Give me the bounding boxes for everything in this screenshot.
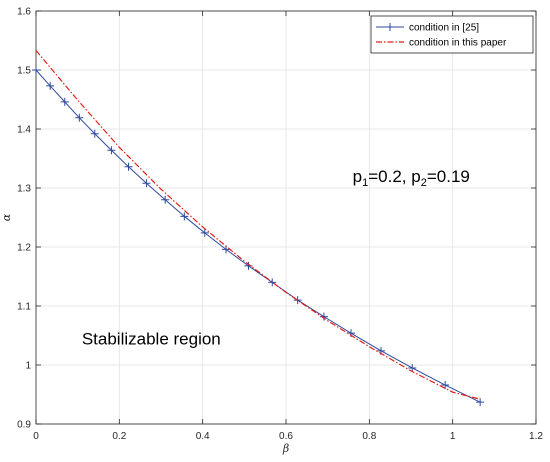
y-tick-label-1: 1	[25, 361, 31, 372]
params-p1-symbol: p	[353, 167, 362, 186]
params-p2-symbol: p	[411, 167, 420, 186]
region-annotation: Stabilizable region	[82, 329, 221, 348]
series-0-point-18	[408, 363, 417, 372]
y-tick-label-7: 1.6	[17, 7, 31, 18]
series-0-point-6	[124, 162, 133, 171]
series-0-point-5	[107, 146, 116, 155]
x-tick-label-2: 0.4	[196, 431, 210, 442]
series-layer	[32, 50, 485, 407]
grid	[35, 10, 537, 425]
y-tick-label-4: 1.3	[17, 184, 31, 195]
series-0-point-7	[142, 179, 151, 188]
series-0-point-13	[268, 278, 277, 287]
y-tick-label-0: 0.9	[17, 420, 31, 431]
series-line-1	[35, 50, 481, 400]
axes: 0 0.2 0.4 0.6 0.8 1 1.2 0.9 1 1.1 1.2 1.3 1.4 1.5 1.6	[17, 7, 543, 443]
legend-entry-1: condition in this paper	[376, 38, 507, 49]
series-0-point-3	[75, 113, 84, 122]
params-p1-subscript: 1	[362, 177, 368, 189]
params-annotation: p1=0.2, p2=0.19	[353, 167, 470, 189]
series-0-point-8	[161, 195, 170, 204]
series-0-point-1	[46, 81, 55, 90]
params-p2-subscript: 2	[421, 177, 427, 189]
legend-label-1: condition in this paper	[409, 38, 507, 49]
legend-label-0: condition in [25]	[409, 23, 479, 34]
params-p1-value: =0.2,	[368, 167, 411, 186]
series-0-point-12	[244, 261, 253, 270]
y-tick-label-6: 1.5	[17, 66, 31, 77]
params-p2-value: =0.19	[427, 167, 470, 186]
y-tick-label-3: 1.2	[17, 243, 31, 254]
legend-marker-0	[386, 23, 394, 31]
series-0-point-10	[200, 228, 209, 237]
series-0-point-9	[180, 212, 189, 221]
x-tick-label-5: 1	[450, 431, 456, 442]
legend-entry-0: condition in [25]	[376, 23, 479, 34]
x-tick-label-4: 0.8	[362, 431, 376, 442]
x-tick-label-0: 0	[33, 431, 39, 442]
y-tick-label-5: 1.4	[17, 125, 31, 136]
x-tick-label-3: 0.6	[279, 431, 293, 442]
y-tick-label-2: 1.1	[17, 302, 31, 313]
x-tick-label-1: 0.2	[112, 431, 126, 442]
y-axis-label: α	[0, 213, 13, 221]
series-0-point-20	[476, 398, 485, 407]
x-tick-label-6: 1.2	[529, 431, 543, 442]
x-axis-label: β	[282, 442, 289, 455]
params-annotation-text: p1=0.2, p2=0.19	[353, 167, 470, 189]
series-0-point-4	[90, 129, 99, 138]
series-0-point-0	[32, 66, 40, 74]
series-0-point-2	[60, 97, 69, 106]
legend-box	[370, 15, 534, 54]
series-0-point-14	[293, 296, 302, 305]
legend: condition in [25] condition in this pape…	[370, 15, 534, 54]
